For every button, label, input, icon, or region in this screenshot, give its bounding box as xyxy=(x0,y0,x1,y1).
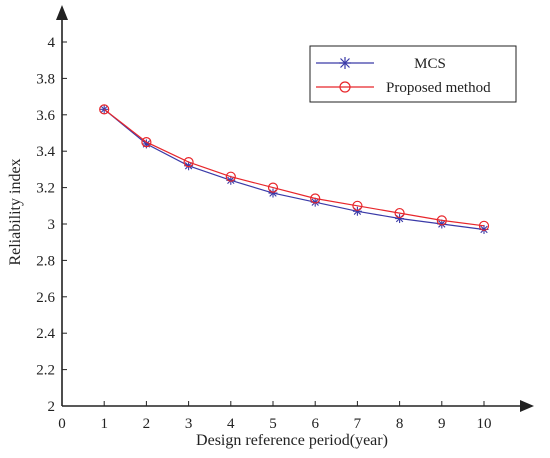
legend: MCS Proposed method xyxy=(309,45,517,103)
data-point-mcs xyxy=(352,206,362,216)
x-axis-arrow xyxy=(520,400,534,412)
legend-label-proposed: Proposed method xyxy=(386,80,491,96)
y-tick-label: 3.4 xyxy=(36,144,55,160)
legend-marker-proposed xyxy=(339,81,351,93)
y-tick-label: 2.8 xyxy=(36,253,55,269)
legend-box xyxy=(309,45,517,103)
y-tick-label: 3 xyxy=(48,217,56,233)
data-point-mcs xyxy=(395,214,405,224)
data-point-proposed xyxy=(225,171,236,182)
x-tick-label: 9 xyxy=(438,416,446,432)
x-tick-label: 5 xyxy=(269,416,277,432)
axes xyxy=(56,5,534,412)
y-tick-label: 2 xyxy=(48,399,56,415)
y-tick-label: 4 xyxy=(48,35,56,51)
x-axis-title: Design reference period(year) xyxy=(196,432,388,449)
y-tick-label: 2.6 xyxy=(36,290,55,306)
series-line-proposed xyxy=(103,108,485,227)
data-point-proposed xyxy=(267,182,279,193)
data-point-proposed xyxy=(436,215,447,226)
x-tick-label: 1 xyxy=(100,416,108,432)
x-tick-label: 2 xyxy=(143,416,151,432)
x-tick-label: 0 xyxy=(58,416,66,432)
data-point-mcs xyxy=(268,188,278,198)
y-tick-label: 2.2 xyxy=(36,363,55,379)
data-point-proposed xyxy=(478,220,490,231)
data-point-proposed xyxy=(394,207,405,219)
legend-label-mcs: MCS xyxy=(414,56,446,72)
legend-marker-mcs xyxy=(339,57,351,69)
y-tick-label: 3.2 xyxy=(36,181,55,197)
y-axis-title: Reliability index xyxy=(7,158,24,265)
x-tick-label: 8 xyxy=(396,416,404,432)
x-tick-label: 7 xyxy=(354,416,362,432)
y-ticks: 2 2.2 2.4 2.6 2.8 3 3.2 3.4 3.6 3.8 4 xyxy=(36,35,67,415)
y-tick-label: 2.4 xyxy=(36,326,55,342)
y-tick-label: 3.6 xyxy=(36,108,55,124)
y-tick-label: 3.8 xyxy=(36,71,55,87)
y-axis-arrow xyxy=(56,5,68,20)
data-point-proposed xyxy=(99,104,110,115)
data-point-proposed xyxy=(141,137,152,148)
x-ticks: 0 1 2 3 4 5 6 7 8 9 10 xyxy=(58,401,492,432)
x-tick-label: 6 xyxy=(311,416,319,432)
data-point-proposed xyxy=(183,157,194,168)
x-tick-label: 10 xyxy=(477,416,492,432)
series-line-mcs xyxy=(103,108,485,231)
series-layer xyxy=(99,104,490,234)
x-tick-label: 4 xyxy=(227,416,235,432)
data-point-proposed xyxy=(310,193,321,204)
data-point-proposed xyxy=(352,200,363,211)
x-tick-label: 3 xyxy=(185,416,193,432)
